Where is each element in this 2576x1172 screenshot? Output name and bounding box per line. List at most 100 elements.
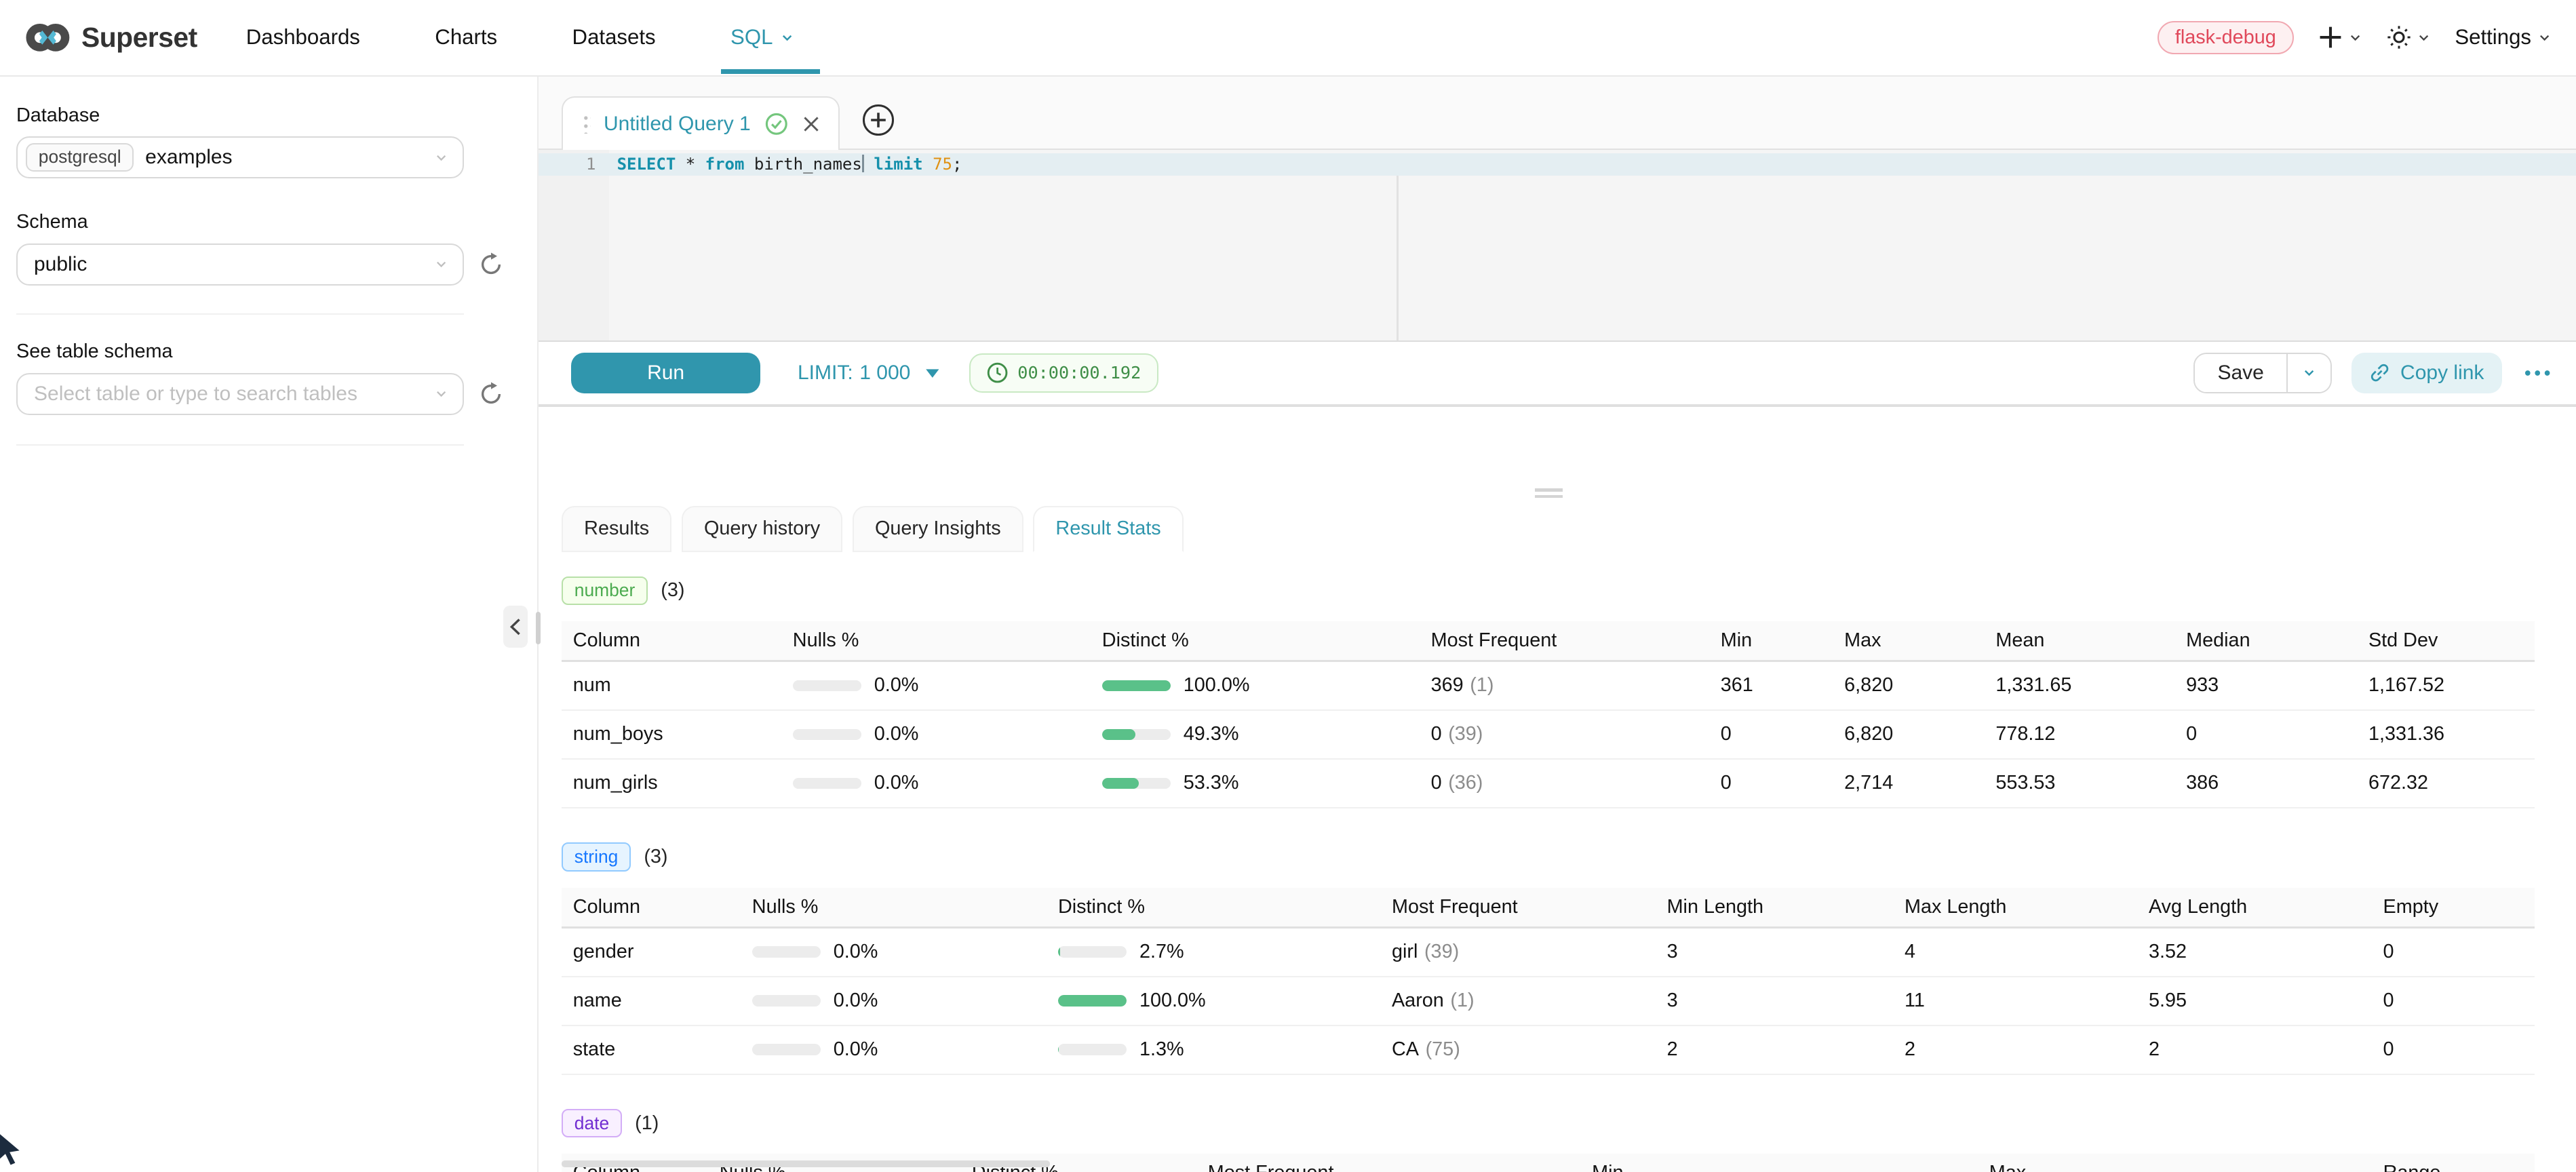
- sql-token: *: [676, 154, 705, 174]
- superset-infinity-icon: [26, 24, 70, 52]
- toolbar-right-actions: Save Copy link: [2193, 352, 2554, 393]
- sql-lab-main: Untitled Query 1 1 SELECT * from birth_n…: [503, 76, 2576, 1172]
- type-badge: number: [561, 576, 648, 605]
- column-header: Most Frequent: [1196, 1154, 1580, 1172]
- column-header: Max: [1844, 629, 1881, 651]
- cell-distinct-pct: 100.0%: [1047, 977, 1380, 1025]
- table-select[interactable]: Select table or type to search tables: [16, 372, 464, 416]
- distinct-pct-value: 100.0%: [1183, 674, 1250, 697]
- column-header: Min Length: [1666, 895, 1764, 918]
- refresh-schemas-icon[interactable]: [479, 252, 505, 277]
- results-tab-results[interactable]: Results: [561, 506, 672, 552]
- table-select-placeholder: Select table or type to search tables: [34, 382, 357, 405]
- database-select[interactable]: postgresql examples: [16, 136, 464, 179]
- sun-icon: [2387, 26, 2411, 50]
- brand-name: Superset: [81, 21, 197, 53]
- sql-token: ;: [952, 154, 962, 174]
- column-count: (3): [661, 579, 685, 602]
- limit-dropdown[interactable]: LIMIT: 1 000: [798, 362, 940, 385]
- column-header: Empty: [2383, 895, 2439, 918]
- close-tab-icon[interactable]: [803, 116, 819, 132]
- table-row: state 0.0% 1.3% CA (75) 2 2 2 0: [561, 1026, 2535, 1075]
- database-label: Database: [16, 104, 100, 126]
- save-split-button: Save: [2193, 352, 2333, 393]
- clock-icon: [987, 363, 1008, 383]
- nav-datasets[interactable]: Datasets: [572, 25, 656, 50]
- theme-toggle-button[interactable]: [2387, 25, 2431, 50]
- most-frequent-value: 0: [1430, 723, 1442, 745]
- results-tab-query-insights[interactable]: Query Insights: [852, 506, 1023, 552]
- cell-value: 0: [2383, 990, 2394, 1012]
- distinct-pct-value: 1.3%: [1139, 1038, 1184, 1061]
- sql-editor[interactable]: 1 SELECT * from birth_names limit 75;: [539, 149, 2576, 342]
- panel-resize-handle[interactable]: [535, 612, 541, 645]
- collapse-sidebar-button[interactable]: [503, 605, 528, 648]
- sql-token: birth_names: [744, 154, 862, 174]
- column-header: Median: [2186, 629, 2250, 651]
- pane-drag-handle[interactable]: [1535, 488, 1563, 501]
- cell-column-name: gender: [572, 941, 634, 963]
- section-badge-row: number (3): [561, 576, 2556, 605]
- nav-charts[interactable]: Charts: [435, 25, 498, 50]
- results-pane: Results Query history Query Insights Result…: [539, 484, 2576, 1172]
- chevron-down-icon: [783, 35, 792, 41]
- cell-column-name: num_boys: [572, 723, 663, 745]
- refresh-tables-icon[interactable]: [479, 381, 505, 407]
- cell-most-frequent: CA (75): [1380, 1026, 1656, 1074]
- cell-distinct-pct: 2.7%: [1047, 929, 1380, 976]
- most-frequent-value: 369: [1430, 674, 1464, 697]
- cell-value: 3.52: [2148, 941, 2187, 963]
- schema-select[interactable]: public: [16, 243, 464, 286]
- sidebar-divider: [16, 313, 464, 315]
- most-frequent-count: (1): [1470, 674, 1494, 697]
- new-item-button[interactable]: [2318, 25, 2362, 50]
- query-timer-badge: 00:00:00.192: [969, 353, 1159, 393]
- results-tab-query-history[interactable]: Query history: [681, 506, 843, 552]
- plus-icon: [870, 113, 886, 128]
- drag-handle-icon[interactable]: [582, 114, 591, 134]
- distinct-bar: [1101, 728, 1171, 741]
- editor-toolbar: Run LIMIT: 1 000 00:00:00.192 Save: [539, 341, 2576, 407]
- save-button[interactable]: Save: [2194, 353, 2287, 392]
- chevron-down-icon: [437, 155, 446, 161]
- nav-sql[interactable]: SQL: [720, 25, 820, 75]
- nulls-bar: [792, 680, 861, 692]
- chevron-down-icon: [437, 391, 446, 397]
- column-header: Avg Length: [2148, 895, 2248, 918]
- nav-dashboards[interactable]: Dashboards: [246, 25, 360, 50]
- copy-link-button[interactable]: Copy link: [2351, 352, 2502, 393]
- cell-value: 4: [1904, 941, 1915, 963]
- save-options-button[interactable]: [2286, 353, 2331, 392]
- superset-logo[interactable]: Superset: [26, 16, 197, 60]
- results-tab-result-stats[interactable]: Result Stats: [1033, 506, 1184, 552]
- distinct-bar: [1057, 946, 1127, 958]
- sql-token: 75: [922, 154, 952, 174]
- cell-value: 3: [1666, 941, 1678, 963]
- column-header: Distinct %: [1101, 629, 1189, 651]
- horizontal-scrollbar[interactable]: [561, 1160, 1050, 1167]
- query-tab[interactable]: Untitled Query 1: [561, 96, 840, 151]
- cell-value: 1,331.36: [2368, 723, 2445, 745]
- chevron-down-icon: [2305, 370, 2314, 376]
- column-header: Std Dev: [2368, 629, 2438, 651]
- cell-value: 6,820: [1844, 723, 1894, 745]
- stats-sections: number (3) Column Nulls % Distinct % Most Fre…: [561, 576, 2556, 1172]
- more-actions-icon[interactable]: [2522, 369, 2554, 377]
- nulls-pct-value: 0.0%: [874, 723, 919, 745]
- section-badge-row: date (1): [561, 1109, 2556, 1138]
- column-header: Nulls %: [792, 629, 859, 651]
- nulls-pct-value: 0.0%: [874, 772, 919, 794]
- most-frequent-count: (75): [1425, 1038, 1460, 1061]
- editor-active-line: [539, 153, 2576, 176]
- column-header: Range: [2372, 1154, 2535, 1172]
- settings-menu[interactable]: Settings: [2455, 25, 2550, 50]
- cell-value: 778.12: [1995, 723, 2056, 745]
- add-query-tab-button[interactable]: [862, 104, 894, 136]
- column-header: Column: [572, 895, 641, 918]
- run-query-button[interactable]: Run: [571, 352, 760, 393]
- schema-value: public: [34, 252, 87, 275]
- cell-nulls-pct: 0.0%: [741, 929, 1047, 976]
- sql-lab-sidebar: Database postgresql examples Schema publ…: [0, 76, 539, 1172]
- cell-value: 672.32: [2368, 772, 2429, 794]
